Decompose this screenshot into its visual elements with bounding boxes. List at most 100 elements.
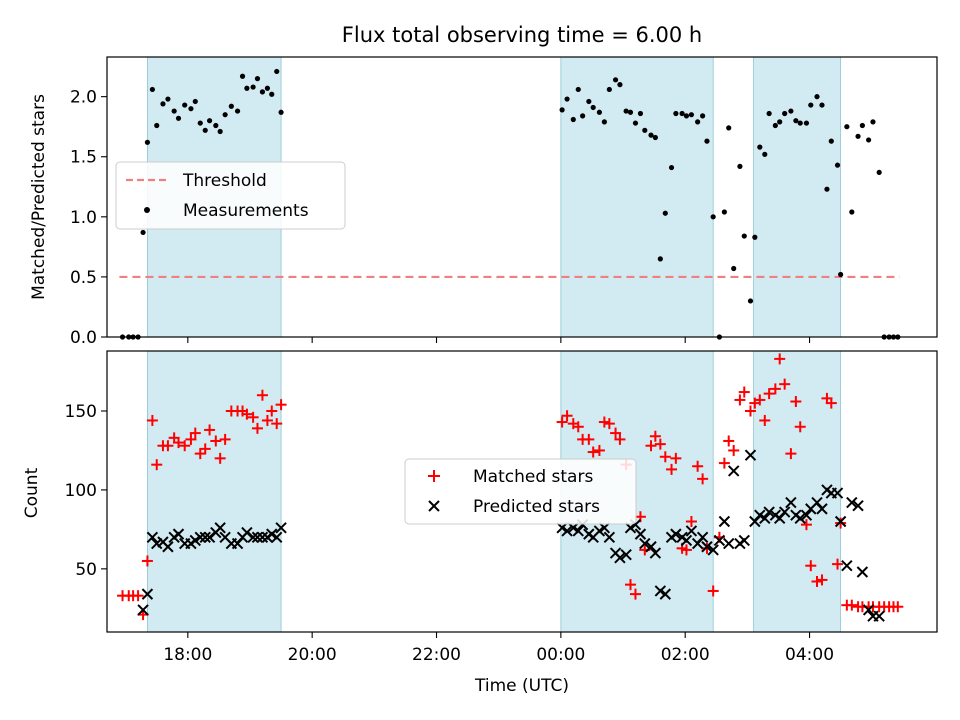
matched-star-point	[800, 519, 812, 531]
measurement-point	[870, 119, 876, 125]
matched-legend-swatch	[428, 470, 440, 482]
predicted-star-point	[649, 547, 662, 559]
matched-star-point	[811, 575, 823, 587]
predicted-star-point	[707, 544, 719, 556]
matched-legend-label: Matched stars	[473, 467, 593, 487]
predicted-star-point	[266, 528, 278, 540]
observing-interval	[560, 56, 714, 338]
matched-star-point	[832, 558, 844, 570]
measurement-point	[171, 108, 177, 114]
measurement-point	[834, 162, 841, 168]
matched-star-point	[199, 443, 211, 455]
matched-star-point	[610, 427, 622, 439]
matched-star-point	[692, 460, 704, 472]
matched-star-point	[194, 448, 206, 460]
matched-star-point	[210, 435, 222, 447]
predicted-star-point	[572, 525, 584, 537]
bottom-legend: Matched stars Predicted stars	[404, 458, 637, 525]
top-y-axis-label: Matched/Predicted stars	[29, 94, 49, 300]
measurement-point	[606, 86, 612, 93]
measurement-point	[844, 124, 850, 130]
y-tick-label: 0.5	[70, 268, 97, 288]
predicted-star-point	[593, 525, 606, 537]
measurement-point	[688, 112, 695, 118]
predicted-star-point	[680, 534, 693, 547]
measurement-point	[612, 77, 619, 83]
measurement-point	[782, 110, 788, 117]
measurement-point	[601, 119, 607, 125]
predicted-star-point	[654, 585, 667, 597]
predicted-star-point	[670, 528, 682, 540]
matched-star-point	[685, 515, 697, 527]
matched-star-point	[219, 433, 231, 445]
measurement-point	[757, 144, 763, 150]
measurement-point	[575, 86, 581, 93]
matched-star-point	[738, 386, 750, 398]
measurement-point	[808, 102, 814, 108]
matched-star-point	[179, 440, 191, 452]
predicted-star-point	[759, 512, 771, 525]
predicted-star-point	[639, 537, 651, 550]
measurement-point	[564, 96, 570, 102]
measurement-point	[559, 107, 565, 113]
matched-star-point	[670, 452, 682, 464]
measurement-point	[819, 102, 825, 108]
measurement-point	[596, 109, 603, 115]
predicted-star-point	[856, 566, 869, 578]
top-panel-frame	[106, 56, 938, 338]
measurement-point	[673, 110, 679, 117]
predicted-star-point	[146, 531, 159, 543]
predicted-star-point	[723, 537, 735, 550]
measurement-point	[175, 115, 182, 121]
measurement-point	[700, 113, 706, 119]
predicted-star-point	[172, 528, 185, 540]
measurement-point	[274, 68, 280, 75]
predicted-star-point	[256, 531, 269, 543]
y-tick-label: 50	[75, 560, 97, 580]
measurement-point	[679, 110, 685, 117]
measurement-point	[244, 85, 250, 91]
measurement-point	[278, 109, 284, 115]
matched-star-point	[728, 444, 740, 456]
measurement-point	[182, 102, 188, 108]
predicted-star-point	[794, 512, 806, 525]
measurement-point	[855, 133, 861, 139]
predicted-star-point	[614, 552, 626, 564]
matched-star-point	[759, 414, 771, 426]
predicted-star-point	[727, 465, 740, 477]
measurement-point	[213, 122, 219, 129]
measurement-point	[206, 118, 213, 124]
matched-star-point	[629, 588, 641, 600]
y-tick-label: 1.0	[70, 208, 97, 228]
measurement-point	[859, 122, 865, 129]
measurement-point	[154, 122, 160, 129]
matched-star-point	[769, 383, 781, 395]
measurement-point	[803, 120, 810, 126]
matched-star-point	[659, 451, 671, 463]
predicted-legend-label: Predicted stars	[473, 497, 600, 517]
predicted-star-point	[271, 531, 283, 543]
measurement-point	[144, 139, 151, 145]
matched-star-point	[645, 440, 657, 452]
matched-star-point	[763, 388, 775, 400]
measurement-point	[259, 89, 266, 95]
predicted-star-point	[834, 515, 847, 528]
predicted-star-point	[696, 531, 709, 543]
measurement-point	[731, 265, 737, 272]
measurement-point	[793, 118, 799, 124]
matched-star-point	[794, 421, 806, 433]
measurement-point	[766, 110, 772, 117]
measurement-point	[623, 108, 629, 114]
measurement-point	[637, 110, 644, 117]
measurement-point	[165, 96, 171, 102]
matched-star-point	[241, 408, 253, 420]
y-tick-label: 2.0	[70, 88, 97, 108]
matched-star-point	[754, 394, 766, 406]
matched-star-point	[846, 599, 858, 611]
predicted-star-point	[701, 541, 713, 553]
predicted-star-point	[873, 610, 885, 622]
predicted-star-point	[241, 526, 253, 539]
predicted-star-point	[713, 534, 726, 547]
matched-star-point	[624, 579, 636, 591]
